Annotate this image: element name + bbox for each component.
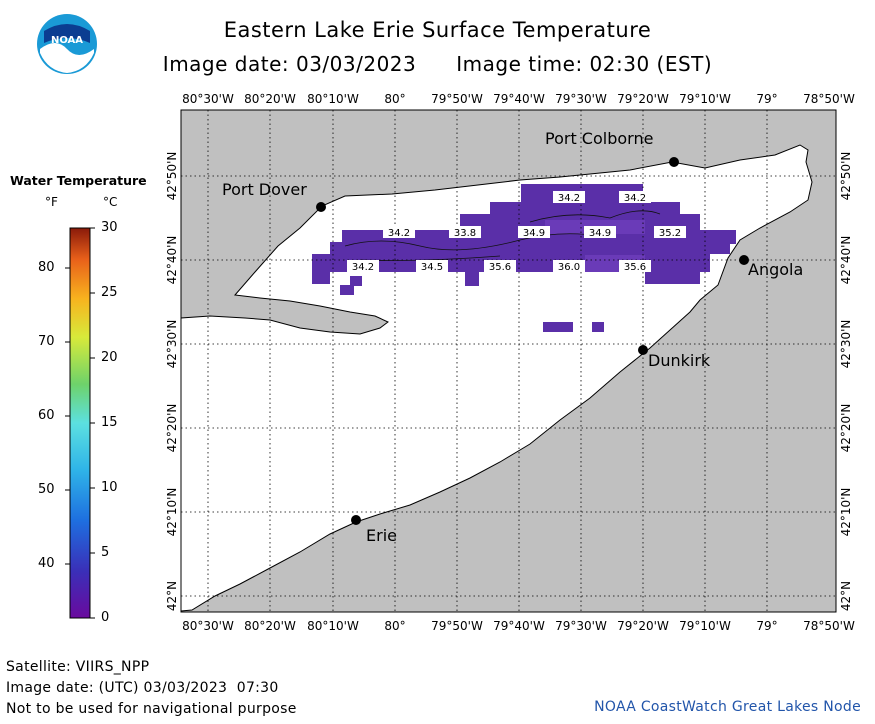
svg-text:35.6: 35.6: [489, 262, 511, 273]
city-label: Dunkirk: [648, 351, 711, 370]
image-date-label: Image date: 03/03/2023: [162, 52, 417, 76]
lon-label: 79°30'W: [555, 92, 607, 106]
temp-label: 34.9: [518, 226, 550, 239]
city-label: Erie: [366, 526, 397, 545]
temp-label: 33.8: [449, 226, 481, 239]
temp-label: 34.9: [584, 226, 616, 239]
temp-label: 34.2: [383, 226, 415, 239]
credit-link[interactable]: NOAA CoastWatch Great Lakes Node: [594, 699, 861, 715]
utc-date-info: Image date: (UTC) 03/03/2023 07:30: [6, 680, 279, 696]
lon-label: 79°50'W: [431, 619, 483, 633]
legend-c-tick: 5: [101, 545, 110, 560]
legend-colorbar: [65, 227, 95, 619]
lon-label: 80°30'W: [182, 619, 234, 633]
svg-text:34.2: 34.2: [388, 228, 410, 239]
lon-label: 78°50'W: [803, 92, 855, 106]
legend-c-tick: 20: [101, 350, 118, 365]
lat-label: 42°N: [839, 581, 853, 611]
lon-label: 80°: [384, 619, 405, 633]
lat-label: 42°10'N: [165, 488, 179, 537]
lon-label: 80°20'W: [244, 619, 296, 633]
city-label: Port Dover: [222, 180, 307, 199]
lon-label: 78°50'W: [803, 619, 855, 633]
legend-c-tick: 15: [101, 415, 118, 430]
svg-text:33.8: 33.8: [454, 228, 476, 239]
lat-label: 42°50'N: [839, 152, 853, 201]
svg-text:34.9: 34.9: [523, 228, 545, 239]
satellite-info: Satellite: VIIRS_NPP: [6, 659, 150, 675]
lat-label: 42°20'N: [165, 404, 179, 453]
lon-label: 80°: [384, 92, 405, 106]
lon-label: 79°40'W: [493, 92, 545, 106]
temp-label: 35.2: [654, 226, 686, 239]
legend-unit-f: °F: [45, 195, 58, 209]
lat-label: 42°20'N: [839, 404, 853, 453]
lon-label: 79°30'W: [555, 619, 607, 633]
legend-f-tick: 70: [38, 334, 55, 349]
city-marker: [739, 255, 749, 265]
legend-f-tick: 80: [38, 260, 55, 275]
svg-text:34.2: 34.2: [624, 193, 646, 204]
temp-label: 36.0: [553, 260, 585, 273]
lon-label: 79°50'W: [431, 92, 483, 106]
lon-label: 79°20'W: [617, 619, 669, 633]
lat-label: 42°10'N: [839, 488, 853, 537]
temp-label: 35.6: [484, 260, 516, 273]
lat-label: 42°30'N: [165, 320, 179, 369]
legend-c-tick: 30: [101, 220, 118, 235]
image-time-label: Image time: 02:30 (EST): [456, 52, 713, 76]
lon-label: 79°40'W: [493, 619, 545, 633]
legend-f-tick: 60: [38, 408, 55, 423]
legend-unit-c: °C: [103, 195, 118, 209]
legend-f-tick: 40: [38, 556, 55, 571]
city-label: Port Colborne: [545, 129, 653, 148]
disclaimer: Not to be used for navigational purpose: [6, 701, 297, 717]
lat-label: 42°40'N: [165, 236, 179, 285]
lon-label: 80°10'W: [307, 92, 359, 106]
lat-label: 42°40'N: [839, 236, 853, 285]
lon-label: 79°: [756, 92, 777, 106]
city-label: Angola: [748, 260, 803, 279]
map-title: Eastern Lake Erie Surface Temperature: [223, 18, 652, 42]
city-marker: [669, 157, 679, 167]
svg-text:34.2: 34.2: [352, 262, 374, 273]
logo-text: NOAA: [51, 35, 83, 46]
lon-label: 80°20'W: [244, 92, 296, 106]
lon-label: 79°10'W: [679, 619, 731, 633]
temp-label: 34.2: [553, 191, 585, 204]
image-date-time: Image date: 03/03/2023 Image time: 02:30 …: [0, 52, 875, 76]
svg-text:34.9: 34.9: [589, 228, 611, 239]
svg-text:34.2: 34.2: [558, 193, 580, 204]
legend-f-tick: 50: [38, 482, 55, 497]
legend-title: Water Temperature: [10, 173, 147, 188]
temp-label: 35.6: [619, 260, 651, 273]
lon-label: 79°20'W: [617, 92, 669, 106]
lon-label: 80°30'W: [182, 92, 234, 106]
legend-c-tick: 10: [101, 480, 118, 495]
lat-label: 42°50'N: [165, 152, 179, 201]
svg-text:36.0: 36.0: [558, 262, 580, 273]
svg-text:34.5: 34.5: [421, 262, 443, 273]
legend-c-tick: 25: [101, 285, 118, 300]
lat-label: 42°N: [165, 581, 179, 611]
temp-label: 34.5: [416, 260, 448, 273]
lon-label: 80°10'W: [307, 619, 359, 633]
legend-c-tick: 0: [101, 610, 110, 625]
city-marker: [351, 515, 361, 525]
temp-label: 34.2: [619, 191, 651, 204]
temp-label: 34.2: [347, 260, 379, 273]
lake-map: 80°30'W 80°20'W 80°10'W 80° 79°50'W 79°4…: [165, 92, 855, 633]
city-marker: [638, 345, 648, 355]
lat-label: 42°30'N: [839, 320, 853, 369]
svg-text:35.2: 35.2: [659, 228, 681, 239]
noaa-logo: NOAA: [37, 14, 97, 74]
lon-label: 79°10'W: [679, 92, 731, 106]
lon-label: 79°: [756, 619, 777, 633]
svg-text:35.6: 35.6: [624, 262, 646, 273]
city-marker: [316, 202, 326, 212]
